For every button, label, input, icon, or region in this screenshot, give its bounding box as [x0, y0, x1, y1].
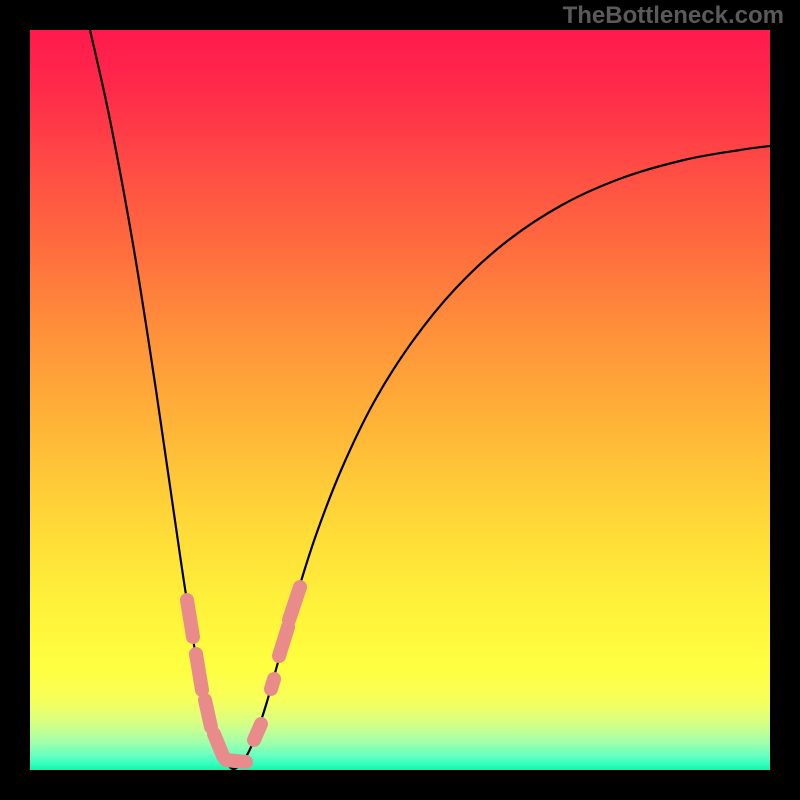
marker-segment	[226, 760, 246, 762]
marker-segment	[254, 724, 261, 740]
marker-segment	[271, 679, 274, 689]
marker-segment	[196, 654, 202, 690]
watermark-text: TheBottleneck.com	[563, 2, 784, 30]
marker-segment	[205, 700, 211, 727]
plot-area	[30, 30, 770, 770]
marker-group	[187, 587, 300, 762]
marker-segment	[187, 600, 193, 637]
marker-segment	[289, 587, 300, 620]
marker-segment	[214, 734, 223, 756]
chart-container: TheBottleneck.com	[0, 0, 800, 800]
marker-segment	[279, 627, 288, 656]
curve-layer	[30, 30, 770, 770]
